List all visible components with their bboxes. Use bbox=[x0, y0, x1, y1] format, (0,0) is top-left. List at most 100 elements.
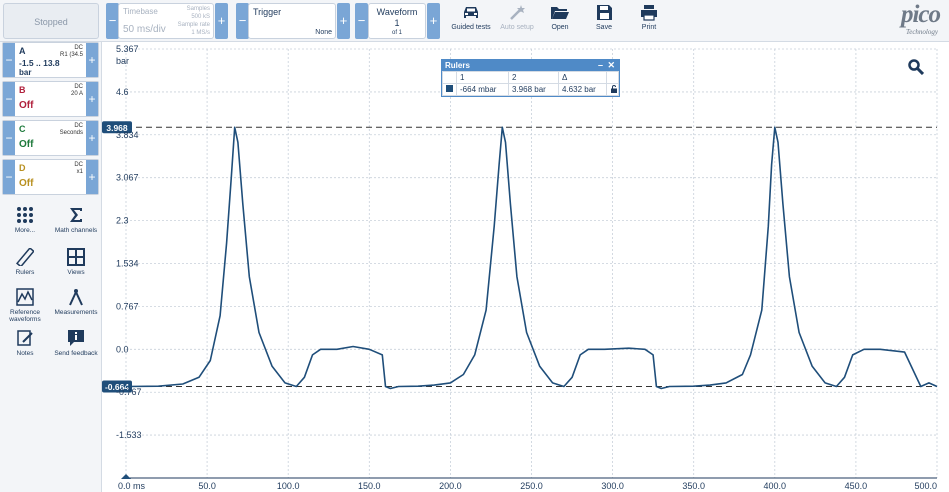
more-label: More... bbox=[14, 227, 36, 234]
ruler-lower-label: -0.664 bbox=[105, 382, 129, 392]
y-axis-unit: bar bbox=[116, 56, 130, 66]
top-toolbar: Stopped − Timebase 50 ms/div Samples 500… bbox=[0, 0, 949, 42]
rulers-lock-cell[interactable] bbox=[606, 83, 619, 96]
sample-rate-value: 1 MS/s bbox=[191, 30, 210, 36]
y-tick-label: -0.767 bbox=[116, 387, 142, 397]
open-button[interactable]: Open bbox=[537, 4, 583, 38]
channel-a-increase-button[interactable]: + bbox=[86, 43, 98, 77]
close-icon[interactable]: ✕ bbox=[607, 60, 615, 70]
rulers-button[interactable]: Rulers bbox=[0, 248, 50, 276]
notes-button[interactable]: Notes bbox=[0, 329, 50, 357]
channel-d-control[interactable]: − D Off DC x1 + bbox=[2, 159, 99, 195]
reference-waveforms-label: Reference waveforms bbox=[9, 309, 41, 323]
padlock-icon[interactable] bbox=[610, 84, 618, 93]
trigger-control[interactable]: Trigger None bbox=[248, 3, 336, 39]
sigma-icon bbox=[70, 208, 82, 222]
channel-c-decrease-button[interactable]: − bbox=[3, 121, 15, 155]
channel-b-increase-button[interactable]: + bbox=[86, 82, 98, 116]
waveform-chart[interactable]: 3.968 -0.664 5.367 4.6 3.834 3.067 2.3 1.534 0.… bbox=[102, 42, 949, 492]
channel-a-unit: bar bbox=[19, 68, 32, 77]
channel-b-coupling-mode: DC bbox=[74, 84, 83, 90]
channel-a-decrease-button[interactable]: − bbox=[3, 43, 15, 77]
x-tick-label: 500.0 bbox=[914, 481, 937, 491]
channel-b-decrease-button[interactable]: − bbox=[3, 82, 15, 116]
math-channels-button[interactable]: Math channels bbox=[51, 206, 101, 234]
channel-c-control[interactable]: − C Off DC Seconds + bbox=[2, 120, 99, 156]
print-label: Print bbox=[641, 24, 657, 31]
y-tick-label: 5.367 bbox=[116, 44, 139, 54]
x-tick-label: 50.0 bbox=[198, 481, 216, 491]
channel-c-coupling-mode: DC bbox=[74, 123, 83, 129]
rulers-value-row: -664 mbar 3.968 bar 4.632 bar bbox=[442, 83, 619, 96]
channel-b-probe: 20 A bbox=[70, 91, 83, 97]
x-tick-label: 450.0 bbox=[845, 481, 868, 491]
timebase-control[interactable]: Timebase 50 ms/div Samples 500 kS Sample… bbox=[118, 3, 214, 39]
channel-c-increase-button[interactable]: + bbox=[86, 121, 98, 155]
send-feedback-button[interactable]: Send feedback bbox=[51, 329, 101, 357]
timebase-increase-button[interactable]: + bbox=[215, 3, 228, 39]
timebase-decrease-button[interactable]: − bbox=[106, 3, 119, 39]
rulers-label: Rulers bbox=[15, 269, 35, 276]
more-button[interactable]: More... bbox=[0, 206, 50, 234]
timebase-label: Timebase bbox=[123, 7, 158, 16]
feedback-info-icon bbox=[68, 330, 84, 346]
open-label: Open bbox=[551, 24, 569, 31]
channel-a-coupling-mode: DC bbox=[74, 45, 83, 51]
ruler-2-value: 3.968 bar bbox=[508, 83, 559, 96]
ruler-lines[interactable]: 3.968 -0.664 bbox=[102, 121, 937, 393]
x-axis-tick-labels: 0.0 ms 50.0 100.0 150.0 200.0 250.0 300.0 350.0… bbox=[118, 474, 937, 491]
waveform-series bbox=[125, 126, 938, 390]
sample-rate-label: Sample rate bbox=[177, 22, 210, 28]
waveform-total: of 1 bbox=[391, 30, 402, 36]
save-button[interactable]: Save bbox=[581, 4, 627, 38]
y-tick-label: 3.067 bbox=[116, 173, 139, 183]
minimize-icon[interactable]: – bbox=[597, 60, 603, 70]
views-button[interactable]: Views bbox=[51, 248, 101, 276]
scope-view[interactable]: 3.968 -0.664 5.367 4.6 3.834 3.067 2.3 1.534 0.… bbox=[102, 42, 949, 492]
ruler-upper-handle[interactable] bbox=[102, 121, 132, 134]
print-button[interactable]: Print bbox=[626, 4, 672, 38]
rulers-channel-swatch bbox=[442, 83, 457, 96]
channel-b-control[interactable]: − B Off DC 20 A + bbox=[2, 81, 99, 117]
x-tick-label: 100.0 bbox=[277, 481, 300, 491]
reference-waveform-icon bbox=[16, 288, 34, 306]
measurements-button[interactable]: Measurements bbox=[51, 288, 101, 316]
channel-d-increase-button[interactable]: + bbox=[86, 160, 98, 194]
timebase-value: 50 ms/div bbox=[123, 24, 166, 35]
channel-c-range: Off bbox=[19, 139, 34, 150]
samples-value: 500 kS bbox=[191, 14, 210, 20]
waveform-previous-button[interactable]: − bbox=[355, 3, 368, 39]
channel-a-coupling: DC R1 (34.5 bbox=[60, 45, 83, 59]
rulers-panel[interactable]: Rulers – ✕ 1 2 Δ -664 mbar 3.968 bar 4.6… bbox=[441, 59, 620, 97]
guided-tests-button[interactable]: Guided tests bbox=[448, 4, 494, 38]
channel-color-swatch bbox=[446, 85, 453, 92]
channel-a-control[interactable]: − A -1.5 .. 13.8 bar DC R1 (34.5 + bbox=[2, 42, 99, 78]
waveform-control[interactable]: Waveform 1 of 1 bbox=[368, 3, 426, 39]
status-label: Stopped bbox=[34, 17, 68, 27]
channel-c-letter: C bbox=[19, 124, 26, 134]
trigger-increase-button[interactable]: + bbox=[337, 3, 350, 39]
zoom-magnifier-icon[interactable] bbox=[908, 59, 924, 75]
channel-c-probe: Seconds bbox=[59, 130, 83, 136]
folder-open-icon bbox=[551, 7, 569, 19]
y-tick-label: 4.6 bbox=[116, 87, 129, 97]
x-tick-label: 0.0 ms bbox=[118, 481, 146, 491]
channel-d-decrease-button[interactable]: − bbox=[3, 160, 15, 194]
rulers-swatch-header bbox=[442, 71, 457, 84]
auto-setup-button[interactable]: Auto setup bbox=[494, 4, 540, 38]
pico-logo-text: pico bbox=[900, 1, 941, 28]
waveform-current: 1 bbox=[394, 18, 400, 28]
ruler-lower-handle[interactable] bbox=[102, 380, 132, 393]
trigger-decrease-button[interactable]: − bbox=[236, 3, 249, 39]
y-axis-tick-labels: 5.367 4.6 3.834 3.067 2.3 1.534 0.767 0.0 -0.767… bbox=[116, 44, 142, 440]
waveform-next-button[interactable]: + bbox=[427, 3, 440, 39]
rulers-col2-header: 2 bbox=[508, 71, 559, 84]
channel-d-coupling: DC x1 bbox=[74, 162, 83, 176]
reference-waveforms-button[interactable]: Reference waveforms bbox=[0, 288, 50, 323]
run-stop-button[interactable]: Stopped bbox=[3, 3, 99, 39]
rulers-panel-header[interactable]: Rulers – ✕ bbox=[442, 60, 619, 71]
waveform-label: Waveform bbox=[376, 7, 418, 17]
channel-b-coupling: DC 20 A bbox=[71, 84, 83, 98]
time-origin-marker[interactable] bbox=[121, 474, 131, 479]
